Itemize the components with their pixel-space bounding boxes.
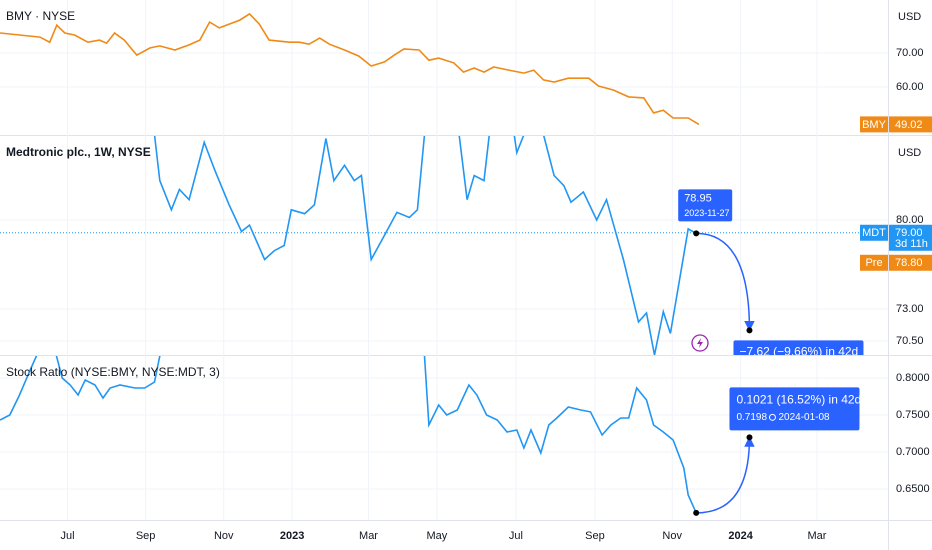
y-tick-label: 60.00	[896, 81, 924, 93]
y-tick-label: 0.6500	[896, 483, 930, 495]
change-label: −7.62 (−9.66%) in 42d	[739, 345, 858, 359]
y-tick-label: 73.00	[896, 303, 924, 315]
change-box	[729, 387, 860, 431]
anchor-point	[693, 230, 700, 237]
price-name-box	[860, 116, 888, 133]
x-tick-label: Sep	[585, 530, 605, 542]
series-line	[153, 136, 697, 355]
x-tick-label: 2024	[728, 530, 753, 542]
y-tick-label: 0.7500	[896, 409, 930, 421]
x-tick-label: Jul	[60, 530, 74, 542]
currency-label: USD	[898, 11, 921, 23]
price-value-box	[889, 116, 932, 133]
y-tick-label: 80.00	[896, 214, 924, 226]
point-tooltip	[678, 189, 733, 222]
tooltip-date: 2023-11-27	[684, 208, 729, 218]
y-tick-label: 70.50	[896, 335, 924, 347]
end-value: 0.7198	[736, 412, 767, 423]
x-tick-label: Sep	[136, 530, 156, 542]
series-line	[0, 356, 697, 514]
price-value-box	[889, 224, 932, 251]
y-tick-label: 0.7000	[896, 446, 930, 458]
target-point	[746, 327, 753, 334]
projection-arrow	[696, 436, 755, 514]
anchor-point	[693, 509, 700, 516]
tooltip-value: 78.95	[684, 192, 712, 204]
x-tick-label: Mar	[359, 530, 378, 542]
x-tick-label: 2023	[280, 530, 304, 542]
y-tick-label: 0.8000	[896, 372, 930, 384]
change-label: 0.1021 (16.52%) in 42d	[736, 393, 861, 407]
price-countdown: 3d 11h	[895, 238, 928, 250]
calendar-icon	[768, 413, 776, 421]
price-value: 78.80	[895, 257, 923, 269]
series-line	[0, 12, 700, 126]
x-tick-label: Mar	[807, 530, 826, 542]
price-name: Pre	[865, 257, 882, 269]
target-point	[746, 434, 753, 441]
pane-title: BMY · NYSE	[6, 9, 75, 23]
price-value-box	[889, 254, 932, 271]
x-tick-label: Nov	[214, 530, 234, 542]
end-date: 2024-01-08	[778, 412, 830, 423]
projection-arrow	[696, 232, 755, 332]
x-tick-label: Jul	[509, 530, 523, 542]
x-tick-label: Nov	[662, 530, 682, 542]
price-value: 79.00	[895, 227, 923, 239]
price-name: BMY	[862, 119, 887, 131]
change-box	[733, 340, 864, 355]
x-tick-label: May	[427, 530, 448, 542]
alert-icon	[691, 334, 709, 352]
price-name: MDT	[862, 227, 886, 239]
price-name-box	[860, 224, 888, 241]
price-name-box	[860, 254, 888, 271]
change-box-group: −7.62 (−9.66%) in 42d	[733, 340, 864, 359]
price-value: 49.02	[895, 119, 923, 131]
y-tick-label: 70.00	[896, 47, 924, 59]
currency-label: USD	[898, 147, 921, 159]
pane-title: Medtronic plc., 1W, NYSE	[6, 145, 151, 159]
pane-title: Stock Ratio (NYSE:BMY, NYSE:MDT, 3)	[6, 365, 220, 379]
